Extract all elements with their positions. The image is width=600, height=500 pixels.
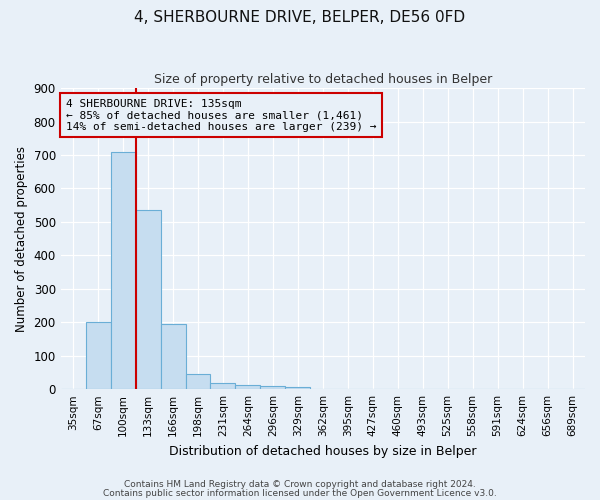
Text: Contains HM Land Registry data © Crown copyright and database right 2024.: Contains HM Land Registry data © Crown c… [124,480,476,489]
Text: Contains public sector information licensed under the Open Government Licence v3: Contains public sector information licen… [103,488,497,498]
X-axis label: Distribution of detached houses by size in Belper: Distribution of detached houses by size … [169,444,476,458]
Bar [235,385,260,389]
Text: 4 SHERBOURNE DRIVE: 135sqm
← 85% of detached houses are smaller (1,461)
14% of s: 4 SHERBOURNE DRIVE: 135sqm ← 85% of deta… [66,98,376,132]
Title: Size of property relative to detached houses in Belper: Size of property relative to detached ho… [154,72,492,86]
Bar [86,322,110,389]
Bar [136,210,161,389]
Bar [110,152,136,389]
Bar [185,374,211,389]
Bar [286,386,310,389]
Text: 4, SHERBOURNE DRIVE, BELPER, DE56 0FD: 4, SHERBOURNE DRIVE, BELPER, DE56 0FD [134,10,466,25]
Bar [161,324,185,389]
Y-axis label: Number of detached properties: Number of detached properties [15,146,28,332]
Bar [211,383,235,389]
Bar [260,386,286,389]
